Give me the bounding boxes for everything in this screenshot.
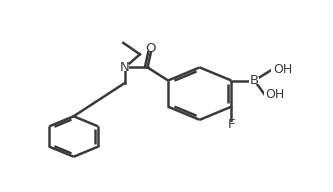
Bar — [227, 122, 235, 128]
Bar — [147, 45, 155, 51]
Bar — [264, 91, 277, 97]
Bar — [249, 77, 259, 84]
Text: B: B — [250, 74, 259, 87]
Bar — [271, 67, 284, 73]
Text: OH: OH — [273, 63, 292, 76]
Text: OH: OH — [266, 88, 285, 101]
Text: F: F — [227, 118, 235, 131]
Text: O: O — [146, 42, 156, 55]
Text: N: N — [120, 61, 130, 74]
Bar — [121, 64, 129, 70]
